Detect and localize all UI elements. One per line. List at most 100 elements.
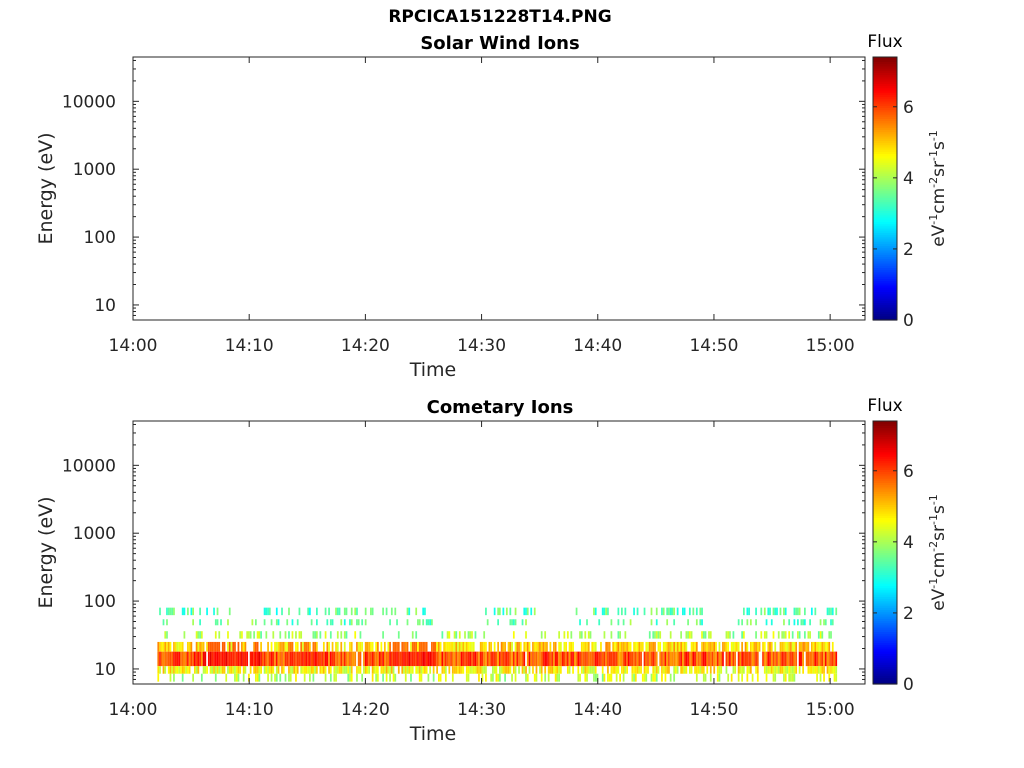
flux-cell: [568, 651, 571, 667]
flux-cell: [258, 651, 261, 667]
flux-cell: [420, 666, 423, 674]
flux-cell: [382, 666, 384, 674]
flux-cell: [580, 631, 583, 639]
flux-cell: [797, 631, 799, 639]
colorbar-swatch: [873, 508, 897, 512]
flux-cell: [662, 666, 665, 674]
flux-cell: [380, 666, 383, 674]
flux-cell: [483, 641, 486, 652]
flux-cell: [316, 651, 318, 667]
flux-cell: [666, 619, 669, 626]
flux-cell: [415, 641, 418, 652]
flux-cell: [467, 651, 470, 667]
flux-cell: [697, 651, 700, 667]
flux-cell: [190, 607, 193, 616]
flux-cell: [214, 631, 217, 639]
flux-cell: [594, 673, 597, 682]
colorbar-swatch: [873, 491, 897, 494]
flux-cell: [345, 607, 348, 616]
flux-cell: [302, 641, 304, 652]
flux-cell: [324, 631, 327, 639]
flux-cell: [181, 666, 184, 674]
flux-cell: [540, 651, 543, 667]
colorbar-swatch: [873, 111, 897, 115]
flux-cell: [499, 666, 501, 674]
colorbar-swatch: [873, 260, 897, 264]
colorbar-title: Flux: [867, 396, 902, 416]
flux-cell: [783, 619, 785, 626]
flux-cell: [272, 651, 275, 667]
flux-cell: [492, 666, 494, 674]
flux-cell: [249, 666, 252, 674]
colorbar-swatch: [873, 142, 897, 146]
flux-cell: [260, 666, 262, 674]
flux-cell: [284, 673, 287, 682]
colorbar-swatch: [873, 175, 897, 179]
flux-cell: [511, 619, 513, 626]
flux-cell: [316, 641, 318, 652]
flux-cell: [763, 631, 766, 639]
flux-cell: [786, 666, 789, 674]
colorbar-swatch: [873, 293, 897, 297]
flux-cell: [375, 673, 377, 682]
flux-cell: [512, 651, 515, 667]
flux-cell: [605, 641, 608, 652]
flux-cell: [682, 651, 684, 667]
flux-cell: [537, 641, 540, 652]
flux-cell: [213, 641, 215, 652]
flux-cell: [708, 631, 710, 639]
flux-cell: [523, 641, 526, 652]
flux-cell: [227, 641, 229, 652]
flux-cell: [303, 673, 306, 682]
flux-cell: [302, 666, 304, 674]
flux-cell: [570, 631, 573, 639]
colorbar-swatch: [873, 445, 897, 448]
flux-cell: [551, 651, 554, 667]
flux-cell: [303, 641, 306, 652]
flux-cell: [431, 651, 433, 667]
flux-cell: [227, 631, 229, 639]
flux-cell: [300, 651, 303, 667]
flux-cell: [295, 673, 297, 682]
flux-cell: [397, 666, 400, 674]
flux-cell: [441, 666, 444, 674]
flux-cell: [343, 607, 346, 616]
flux-cell: [802, 666, 804, 674]
flux-cell: [359, 641, 362, 652]
flux-cell: [783, 651, 785, 667]
flux-cell: [668, 607, 670, 616]
flux-cell: [370, 641, 372, 652]
flux-cell: [610, 673, 613, 682]
flux-cell: [385, 673, 388, 682]
flux-cell: [535, 666, 538, 674]
flux-cell: [666, 666, 669, 674]
flux-cell: [216, 619, 219, 626]
flux-cell: [701, 607, 703, 616]
colorbar-swatch: [873, 120, 897, 124]
flux-cell: [270, 619, 273, 626]
flux-cell: [633, 641, 635, 652]
flux-cell: [566, 631, 569, 639]
flux-cell: [214, 651, 217, 667]
colorbar-swatch: [873, 302, 897, 306]
flux-cell: [493, 666, 496, 674]
flux-cell: [432, 673, 435, 682]
colorbar-swatch: [873, 223, 897, 227]
flux-cell: [525, 641, 527, 652]
flux-cell: [235, 651, 238, 667]
flux-cell: [500, 651, 503, 667]
flux-cell: [483, 651, 486, 667]
flux-cell: [183, 666, 186, 674]
flux-cell: [821, 631, 824, 639]
flux-cell: [730, 673, 733, 682]
flux-cell: [716, 666, 719, 674]
flux-cell: [270, 641, 273, 652]
flux-cell: [289, 651, 292, 667]
flux-cell: [563, 631, 566, 639]
flux-cell: [729, 631, 731, 639]
flux-cell: [296, 666, 299, 674]
flux-cell: [404, 673, 407, 682]
flux-cell: [389, 666, 391, 674]
flux-cell: [795, 651, 798, 667]
